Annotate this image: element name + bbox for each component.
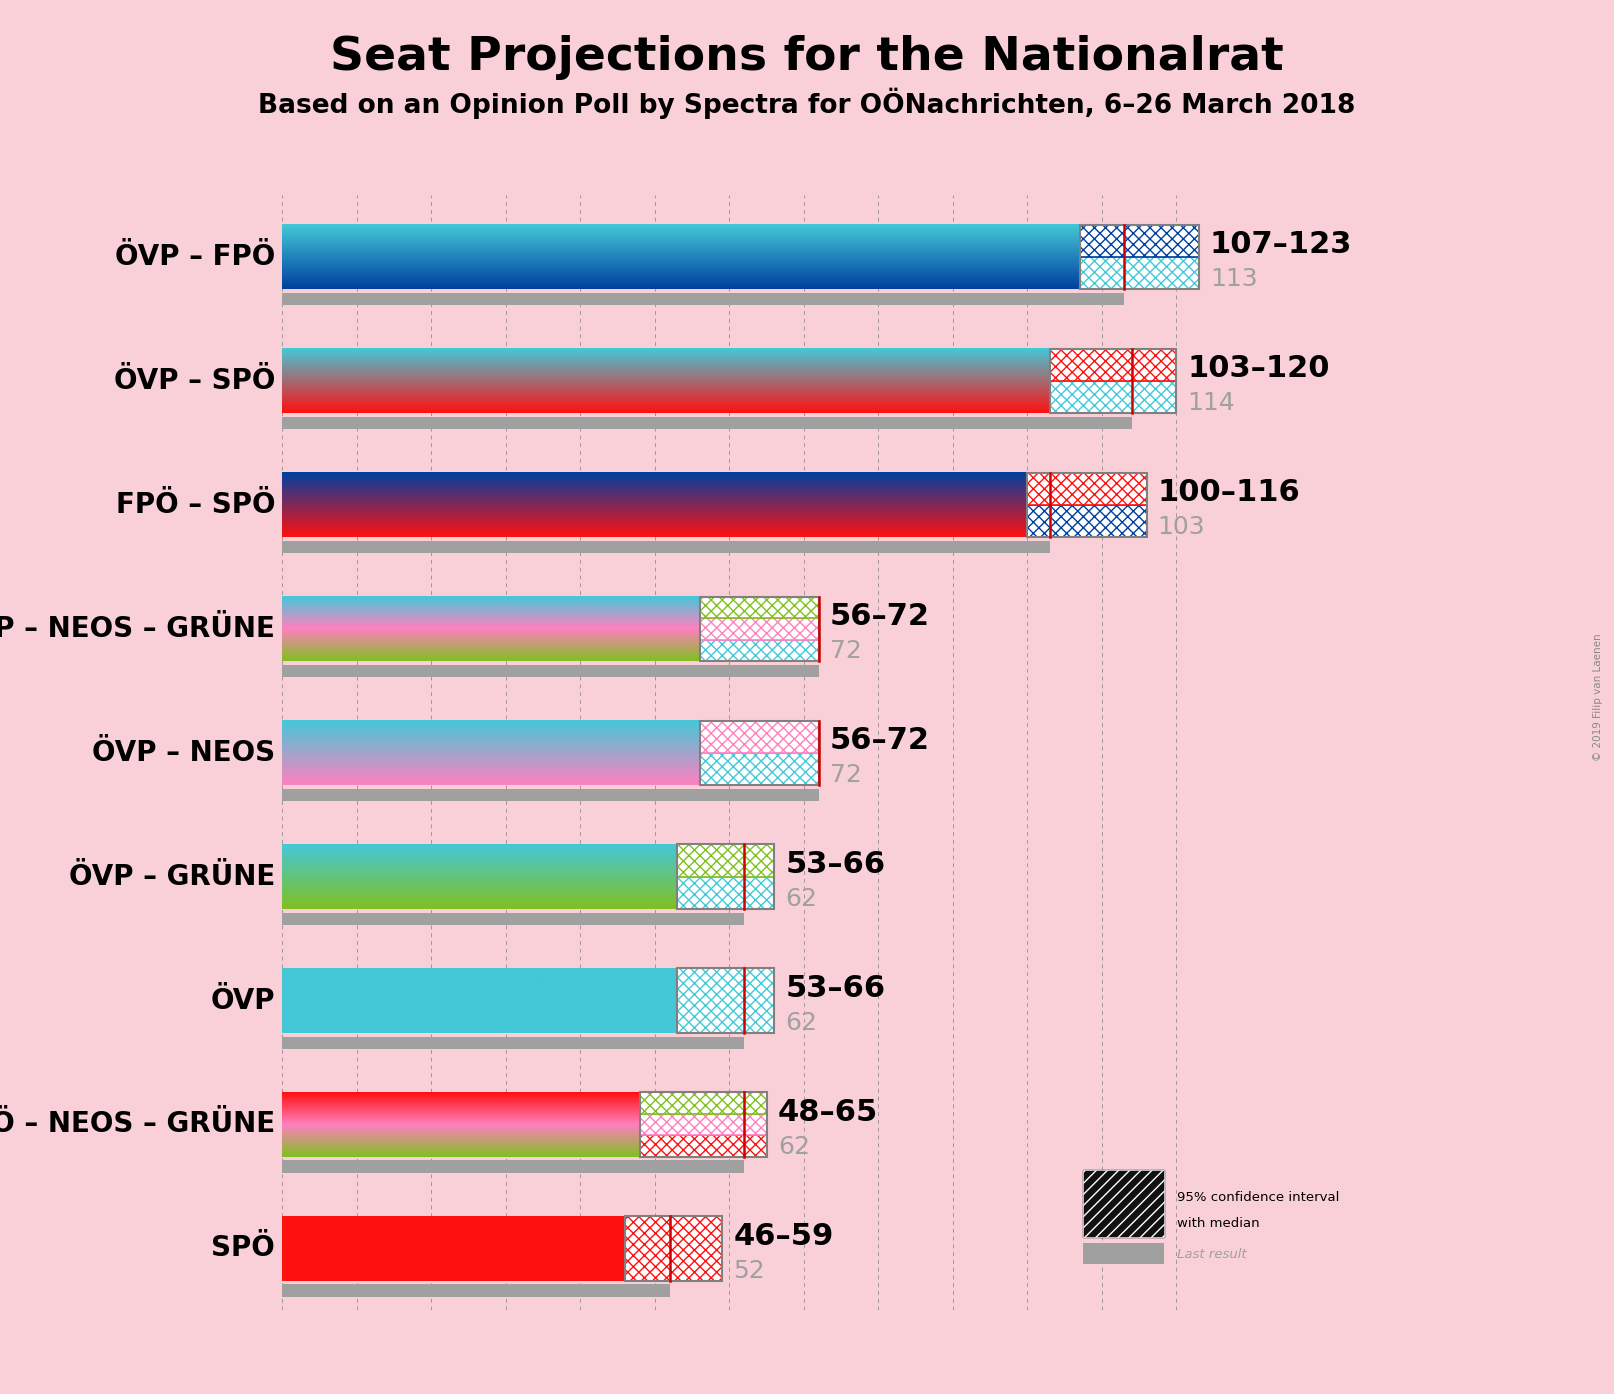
Bar xyxy=(678,877,775,909)
Bar xyxy=(1049,348,1177,413)
Bar xyxy=(282,1284,670,1296)
Bar xyxy=(699,597,818,661)
Bar xyxy=(282,1037,744,1048)
Text: SPÖ – NEOS – GRÜNE: SPÖ – NEOS – GRÜNE xyxy=(0,1111,274,1139)
Text: ÖVP – GRÜNE: ÖVP – GRÜNE xyxy=(69,863,274,891)
Text: 62: 62 xyxy=(778,1135,810,1158)
Text: 46–59: 46–59 xyxy=(733,1221,833,1250)
Text: 53–66: 53–66 xyxy=(786,973,886,1002)
Text: with median: with median xyxy=(1177,1217,1259,1231)
Bar xyxy=(641,1093,767,1114)
Text: 95% confidence interval: 95% confidence interval xyxy=(1177,1190,1340,1203)
Bar xyxy=(641,1114,767,1135)
Bar xyxy=(699,721,818,785)
Bar xyxy=(641,1135,767,1157)
Bar xyxy=(699,753,818,785)
Text: 62: 62 xyxy=(786,1011,817,1034)
Text: 53–66: 53–66 xyxy=(786,850,886,878)
Text: 107–123: 107–123 xyxy=(1210,230,1353,259)
Text: 72: 72 xyxy=(830,640,862,664)
Bar xyxy=(1028,473,1146,505)
Text: 56–72: 56–72 xyxy=(830,726,930,756)
Bar xyxy=(1083,1242,1164,1264)
Bar xyxy=(1083,1171,1164,1238)
Text: ÖVP – SPÖ: ÖVP – SPÖ xyxy=(113,367,274,395)
Bar xyxy=(1049,348,1177,381)
Text: ÖVP – NEOS: ÖVP – NEOS xyxy=(92,739,274,767)
Bar xyxy=(282,541,1049,553)
Text: ÖVP – NEOS – GRÜNE: ÖVP – NEOS – GRÜNE xyxy=(0,615,274,643)
Bar xyxy=(282,293,1125,305)
Bar xyxy=(625,1216,721,1281)
Bar xyxy=(678,969,775,1033)
Text: 100–116: 100–116 xyxy=(1157,478,1301,507)
Bar xyxy=(625,1216,721,1281)
Text: 72: 72 xyxy=(830,763,862,788)
Bar xyxy=(1028,505,1146,537)
Bar xyxy=(699,597,818,618)
Bar xyxy=(699,640,818,661)
Text: 113: 113 xyxy=(1210,268,1257,291)
Text: 62: 62 xyxy=(786,887,817,910)
Bar xyxy=(641,1093,767,1157)
Text: 48–65: 48–65 xyxy=(778,1097,878,1126)
Bar xyxy=(678,845,775,877)
Bar xyxy=(1080,256,1199,290)
Bar xyxy=(282,417,1131,429)
Bar xyxy=(1049,381,1177,413)
Text: 52: 52 xyxy=(733,1259,765,1282)
Bar xyxy=(699,721,818,753)
Text: © 2019 Filip van Laenen: © 2019 Filip van Laenen xyxy=(1593,633,1603,761)
Bar xyxy=(1080,224,1199,256)
Text: FPÖ – SPÖ: FPÖ – SPÖ xyxy=(116,491,274,519)
Bar xyxy=(699,618,818,640)
Bar xyxy=(1083,1171,1164,1238)
Bar xyxy=(282,1160,744,1172)
Bar xyxy=(282,665,818,677)
Text: 56–72: 56–72 xyxy=(830,602,930,631)
Text: ÖVP: ÖVP xyxy=(210,987,274,1015)
Text: 114: 114 xyxy=(1188,392,1235,415)
Text: Seat Projections for the Nationalrat: Seat Projections for the Nationalrat xyxy=(331,35,1283,79)
Bar xyxy=(1028,473,1146,537)
Text: 103–120: 103–120 xyxy=(1188,354,1330,383)
Text: 103: 103 xyxy=(1157,516,1206,539)
Bar xyxy=(282,913,744,926)
Text: ÖVP – FPÖ: ÖVP – FPÖ xyxy=(115,243,274,270)
Text: Based on an Opinion Poll by Spectra for OÖNachrichten, 6–26 March 2018: Based on an Opinion Poll by Spectra for … xyxy=(258,88,1356,118)
Text: SPÖ: SPÖ xyxy=(211,1235,274,1263)
Bar xyxy=(678,969,775,1033)
Bar xyxy=(282,789,818,802)
Bar xyxy=(1080,224,1199,290)
Text: Last result: Last result xyxy=(1177,1248,1246,1262)
Bar xyxy=(678,845,775,909)
